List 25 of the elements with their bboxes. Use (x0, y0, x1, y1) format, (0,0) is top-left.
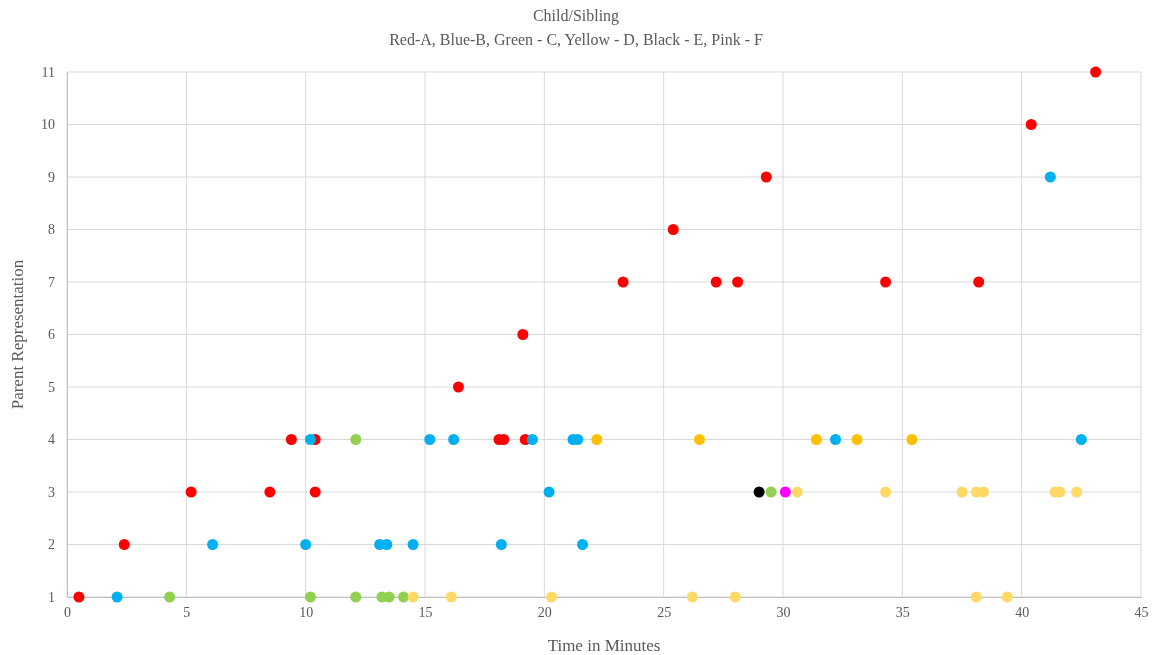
x-axis-title: Time in Minutes (547, 636, 661, 655)
y-tick-label: 2 (48, 537, 55, 553)
x-tick-label: 40 (1015, 604, 1030, 620)
y-tick-label: 8 (48, 222, 55, 238)
y-tick-label: 10 (41, 117, 55, 133)
chart-title: Child/Sibling (532, 7, 620, 25)
chart-subtitle: Red-A, Blue-B, Green - C, Yellow - D, Black - E, Pink - F (389, 31, 763, 48)
y-tick-label: 5 (48, 379, 55, 395)
y-tick-label: 9 (48, 169, 55, 185)
y-tick-label: 11 (41, 64, 55, 80)
y-tick-label: 6 (48, 327, 55, 343)
x-tick-label: 15 (418, 604, 433, 620)
y-tick-label: 7 (48, 274, 55, 290)
x-tick-label: 0 (64, 604, 71, 620)
x-tick-label: 35 (895, 604, 910, 620)
x-tick-label: 5 (183, 604, 191, 620)
y-tick-label: 1 (48, 589, 55, 605)
x-tick-label: 30 (776, 604, 791, 620)
x-tick-label: 25 (657, 604, 672, 620)
y-axis-title: Parent Representation (8, 259, 27, 410)
x-tick-label: 10 (299, 604, 314, 620)
x-tick-label: 45 (1134, 604, 1149, 620)
y-tick-label: 3 (48, 484, 55, 500)
x-tick-label: 20 (537, 604, 552, 620)
y-tick-label: 4 (48, 432, 55, 448)
